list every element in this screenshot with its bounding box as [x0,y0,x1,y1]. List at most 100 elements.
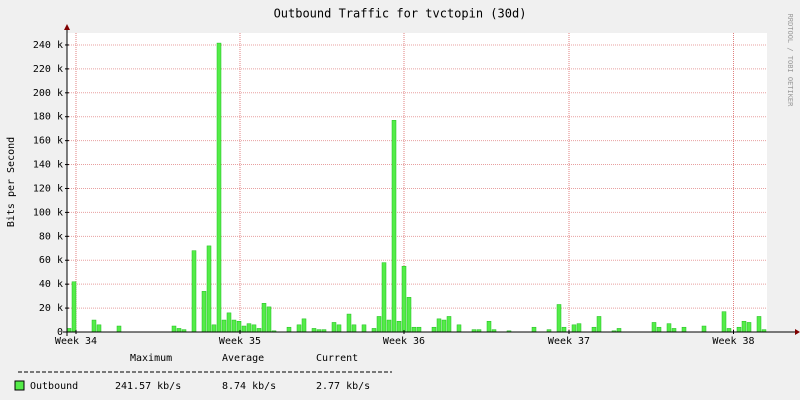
bar [436,318,442,333]
bar [216,42,222,333]
x-tick-label: Week 34 [55,336,97,347]
bar [651,322,657,333]
y-tick-label: 140 k [33,160,63,171]
bar [116,325,122,333]
bar [221,319,227,333]
bar [736,326,742,333]
bar [381,262,387,333]
bar [361,324,367,333]
bar [71,281,77,333]
bar [616,328,622,333]
bar [371,328,377,333]
bar [726,328,732,333]
bar [336,324,342,333]
bar [171,325,177,333]
legend-header: Maximum [130,353,172,364]
watermark: RRDTOOL / TOBI OETIKER [786,14,794,108]
bar [746,322,752,333]
bar [96,324,102,333]
y-tick-label: 60 k [39,255,63,266]
plot-area [67,33,767,332]
legend-header: Current [316,353,358,364]
bar [401,265,407,333]
bar [226,312,232,333]
bars [66,42,767,333]
bar [486,320,492,333]
x-tick-label: Week 36 [383,336,425,347]
bar [91,319,97,333]
bar [671,328,677,333]
bar [656,326,662,333]
bar [556,304,562,333]
bar [386,319,392,333]
axes [63,24,800,336]
bar [231,319,237,333]
bar [561,326,567,333]
y-arrow [64,24,70,30]
bar [721,311,727,333]
bar [596,316,602,333]
y-tick-label: 200 k [33,88,63,99]
bar [296,324,302,333]
bar [431,326,437,333]
y-axis-label: Bits per Second [6,137,17,227]
x-tick-label: Week 37 [548,336,590,347]
bar [66,328,72,333]
bar [351,324,357,333]
bar [211,324,217,333]
bar [201,291,207,333]
bar [261,303,267,333]
bar [666,323,672,333]
bar [246,323,252,333]
bar [241,325,247,333]
bar [286,326,292,333]
bar [531,326,537,333]
bar [756,316,762,333]
y-tick-label: 80 k [39,231,63,242]
y-tick-label: 180 k [33,112,63,123]
bar [346,313,352,333]
bar [396,320,402,333]
y-tick-label: 220 k [33,64,63,75]
x-tick-label: Week 35 [219,336,261,347]
legend-label: Outbound [30,381,78,392]
bar [441,319,447,333]
y-tick-label: 40 k [39,279,63,290]
bar [571,324,577,333]
bar [576,323,582,333]
bar [301,318,307,333]
bar [681,326,687,333]
bar [206,245,212,333]
chart-title: Outbound Traffic for tvctopin (30d) [274,7,527,21]
bar [266,306,272,333]
bar [251,324,257,333]
bar [456,324,462,333]
bar [176,328,182,333]
bar [331,322,337,333]
legend-header: Average [222,353,264,364]
bar [256,328,262,333]
legend-stat: 2.77 kb/s [316,381,370,392]
bar [376,316,382,333]
bar [701,325,707,333]
x-arrow [795,329,800,335]
bar [416,326,422,333]
bar [446,316,452,333]
bar [191,250,197,333]
y-tick-label: 120 k [33,183,63,194]
bar [591,326,597,333]
bar [406,297,412,333]
y-tick-label: 100 k [33,207,63,218]
legend-stat: 241.57 kb/s [115,381,181,392]
y-tick-label: 0 [57,327,63,338]
bar [311,328,317,333]
legend-swatch [14,380,25,391]
bar [411,326,417,333]
y-tick-label: 160 k [33,136,63,147]
x-tick-label: Week 38 [712,336,754,347]
bar [741,320,747,333]
bar [391,120,397,333]
y-tick-label: 20 k [39,303,63,314]
